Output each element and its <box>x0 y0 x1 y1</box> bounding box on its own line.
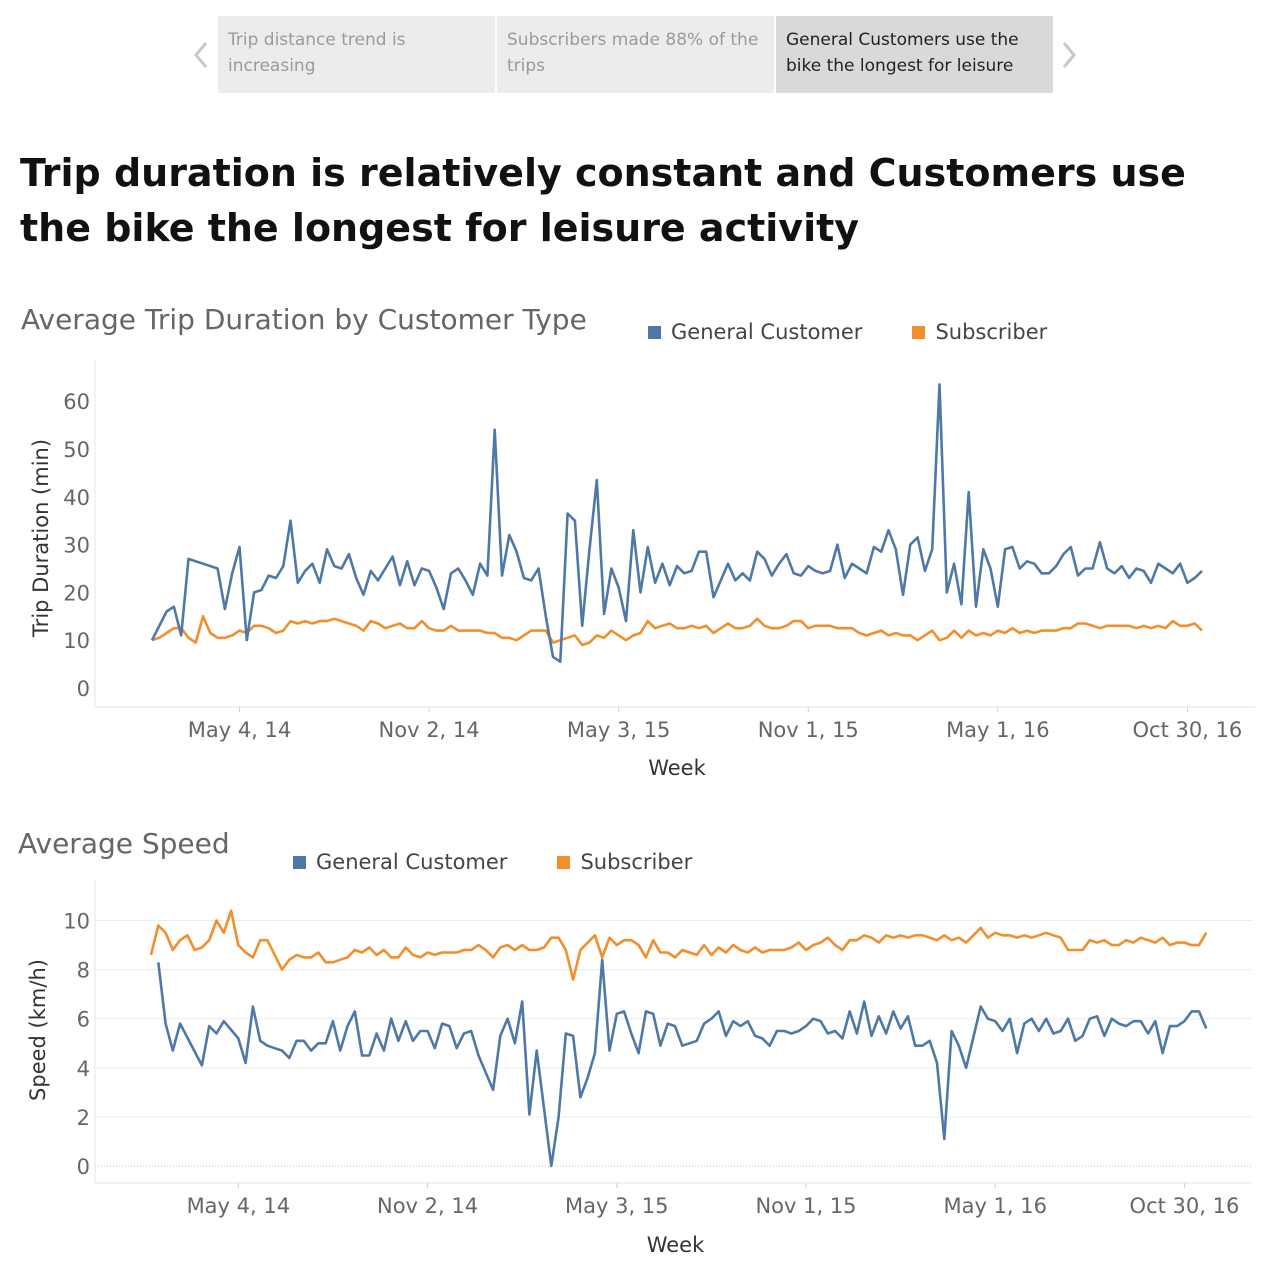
legend-item-general-customer[interactable]: General Customer <box>293 850 507 874</box>
legend-label: General Customer <box>671 320 863 344</box>
y-tick-label: 60 <box>63 390 90 414</box>
series-line-subscriber <box>151 614 1203 647</box>
trip-duration-chart: 0 10 20 30 40 50 60 May 4, 14 Nov 2, 14 May 3, 15… <box>29 360 1255 780</box>
legend-item-subscriber[interactable]: Subscriber <box>557 850 692 874</box>
y-tick-label: 30 <box>63 534 90 558</box>
average-speed-chart: 0 2 4 6 8 10 May 4, 14 Nov 2, 14 May 3, 15 Nov 1,… <box>26 880 1252 1257</box>
y-tick-label: 6 <box>77 1008 90 1032</box>
y-tick-label: 40 <box>63 486 90 510</box>
x-tick-label: Nov 2, 14 <box>377 1194 478 1218</box>
legend-label: Subscriber <box>580 850 693 874</box>
next-story-button[interactable] <box>1054 16 1084 93</box>
y-tick-label: 0 <box>77 1155 90 1179</box>
series-line-general-customer <box>157 958 1208 1168</box>
y-tick-label: 8 <box>77 959 90 983</box>
x-tick-label: Nov 1, 15 <box>755 1194 856 1218</box>
x-tick-label: Nov 1, 15 <box>758 718 859 742</box>
x-tick-label: May 3, 15 <box>565 1194 669 1218</box>
y-tick-label: 10 <box>63 910 90 934</box>
legend-label: General Customer <box>316 850 508 874</box>
legend-average-speed: General Customer Subscriber <box>293 850 742 874</box>
x-tick-label: May 3, 15 <box>567 718 671 742</box>
chart-title-average-speed: Average Speed <box>18 827 230 860</box>
x-tick-label: May 4, 14 <box>188 718 292 742</box>
story-point-label: Subscribers made 88% of the trips <box>507 30 759 76</box>
x-tick-label: Nov 2, 14 <box>379 718 480 742</box>
story-point-trip-distance[interactable]: Trip distance trend is increasing <box>218 16 495 93</box>
legend-swatch <box>557 855 571 869</box>
series-line-subscriber <box>149 909 1208 981</box>
legend-swatch <box>648 325 661 339</box>
y-tick-label: 0 <box>77 677 90 701</box>
y-axis-title: Trip Duration (min) <box>29 439 53 638</box>
x-tick-label: Oct 30, 16 <box>1130 1194 1240 1218</box>
y-tick-label: 4 <box>77 1057 90 1081</box>
y-tick-label: 2 <box>77 1106 90 1130</box>
chart-title-trip-duration: Average Trip Duration by Customer Type <box>21 303 587 336</box>
x-tick-label: Oct 30, 16 <box>1133 718 1243 742</box>
story-point-label: General Customers use the bike the longe… <box>786 30 1019 76</box>
y-axis-title: Speed (km/h) <box>26 959 50 1101</box>
story-headline: Trip duration is relatively constant and… <box>20 151 1186 250</box>
y-tick-label: 10 <box>63 629 90 653</box>
y-tick-label: 50 <box>63 438 90 462</box>
legend-swatch <box>912 325 926 339</box>
legend-trip-duration: General Customer Subscriber <box>648 320 1097 344</box>
previous-story-button[interactable] <box>186 16 216 93</box>
chevron-right-icon <box>1062 41 1076 68</box>
chevron-left-icon <box>194 41 208 68</box>
x-axis-title: Week <box>647 1233 705 1257</box>
story-point-subscribers[interactable]: Subscribers made 88% of the trips <box>497 16 774 93</box>
y-tick-label: 20 <box>63 581 90 605</box>
x-tick-label: May 4, 14 <box>187 1194 291 1218</box>
story-point-general-customers[interactable]: General Customers use the bike the longe… <box>776 16 1053 93</box>
x-tick-label: May 1, 16 <box>946 718 1050 742</box>
story-navigator: Trip distance trend is increasing Subscr… <box>186 16 1086 93</box>
x-tick-label: May 1, 16 <box>943 1194 1047 1218</box>
legend-item-general-customer[interactable]: General Customer <box>648 320 862 344</box>
legend-swatch <box>293 855 306 869</box>
legend-item-subscriber[interactable]: Subscriber <box>912 320 1047 344</box>
story-point-label: Trip distance trend is increasing <box>228 30 406 76</box>
series-line-general-customer <box>150 383 1203 664</box>
x-axis-title: Week <box>648 756 706 780</box>
legend-label: Subscriber <box>935 320 1048 344</box>
